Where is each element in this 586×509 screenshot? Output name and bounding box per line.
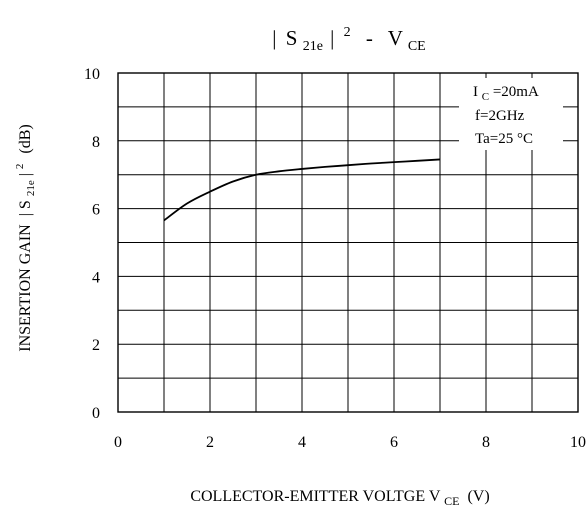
condition-ic-value: =20mA: [493, 84, 539, 100]
y-tick-label: 10: [84, 66, 100, 83]
condition-temperature: Ta=25 °C: [475, 131, 533, 147]
title-bar-left: |: [272, 26, 276, 50]
series-line: [163, 158, 441, 222]
y-axis-label-superscript: 2: [14, 164, 26, 170]
title-superscript: 2: [344, 25, 351, 40]
y-axis-label: INSERTION GAIN | S 21e | 2 (dB): [10, 124, 38, 352]
x-tick-label: 0: [114, 434, 122, 451]
plot-frame: [117, 72, 579, 413]
x-tick-label: 6: [390, 434, 398, 451]
condition-ic-i: I: [473, 84, 478, 100]
x-axis-label-main: COLLECTOR-EMITTER VOLTGE V: [190, 488, 441, 505]
y-tick-label: 2: [92, 337, 100, 354]
y-tick-labels: 0 2 4 6 8 10: [84, 66, 100, 422]
y-axis-label-bar-right: |: [17, 173, 34, 176]
condition-ic: I C =20mA: [473, 84, 539, 104]
condition-ic-sub: C: [482, 91, 489, 103]
title-dash: -: [366, 26, 373, 50]
y-axis-label-main: INSERTION GAIN: [17, 224, 34, 352]
chart-title: | S 21e | 2 - V CE: [272, 17, 425, 55]
x-axis-label: COLLECTOR-EMITTER VOLTGE V CE (V): [190, 488, 489, 509]
y-axis-label-unit: (dB): [17, 124, 34, 153]
grid-lines: [118, 73, 578, 412]
x-tick-label: 4: [298, 434, 306, 451]
y-tick-label: 6: [92, 202, 100, 219]
conditions-box-bg: [459, 78, 563, 150]
y-axis-label-bar-left: |: [17, 213, 34, 216]
title-v-subscript: CE: [408, 39, 426, 54]
x-tick-label: 2: [206, 434, 214, 451]
y-tick-label: 8: [92, 134, 100, 151]
series-layer: [163, 158, 441, 222]
conditions-box: I C =20mA f=2GHz Ta=25 °C: [459, 78, 563, 150]
x-axis-label-unit: (V): [467, 488, 489, 505]
title-v: V: [388, 26, 403, 50]
title-s: S: [286, 26, 298, 50]
x-tick-label: 10: [570, 434, 586, 451]
y-tick-label: 0: [92, 405, 100, 422]
title-bar-right: |: [330, 26, 334, 50]
title-s-subscript: 21e: [303, 39, 323, 54]
x-tick-label: 8: [482, 434, 490, 451]
y-tick-label: 4: [92, 269, 100, 286]
y-axis-label-s: S: [17, 200, 34, 209]
x-axis-label-subscript: CE: [444, 494, 459, 508]
y-axis-label-subscript: 21e: [25, 180, 37, 196]
x-tick-labels: 0 2 4 6 8 10: [114, 434, 586, 451]
condition-frequency: f=2GHz: [475, 108, 525, 124]
